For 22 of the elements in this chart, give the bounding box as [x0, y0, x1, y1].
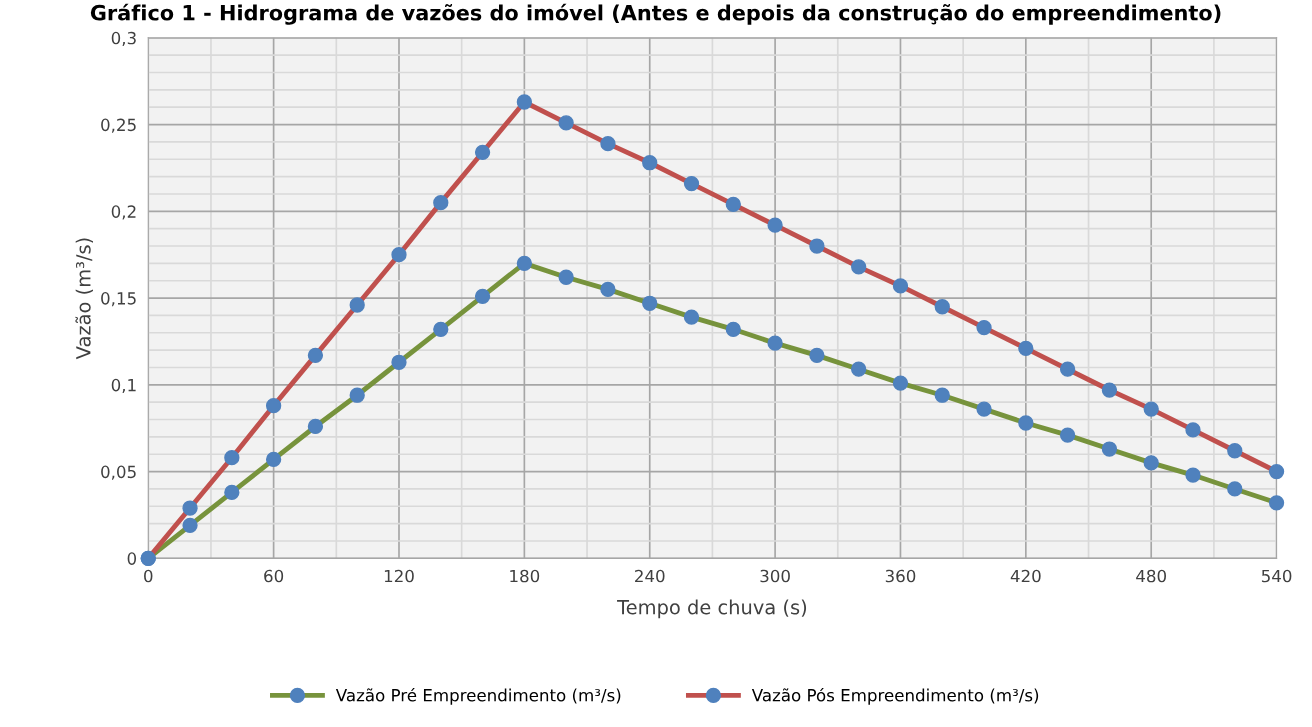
x-tick-label: 420: [1010, 569, 1041, 583]
x-tick-label: 480: [1136, 569, 1167, 583]
y-tick-label: 0,25: [101, 118, 136, 133]
x-tick-label: 360: [885, 569, 916, 583]
y-tick-label: 0,3: [111, 31, 136, 47]
x-tick-label: 180: [510, 569, 540, 583]
legend-label: Vazão Pré Empreendimento (m³/s): [335, 687, 621, 705]
y-axis-title: Vazão (m³/s): [75, 238, 93, 360]
y-tick-label: 0,2: [111, 205, 136, 220]
x-tick-label: 60: [264, 569, 284, 583]
y-tick-label: 0: [127, 552, 137, 565]
x-tick-label: 0: [144, 569, 153, 583]
x-axis-title: Tempo de chuva (s): [617, 599, 807, 619]
y-tick-label: 0,1: [111, 378, 136, 394]
x-tick-label: 300: [760, 569, 790, 583]
y-tick-label: 0,05: [101, 465, 136, 480]
x-tick-label: 240: [635, 569, 665, 583]
legend-label: Vazão Pós Empreendimento (m³/s): [751, 687, 1039, 705]
x-tick-label: 540: [1261, 569, 1292, 583]
chart-title: Gráfico 1 - Hidrograma de vazões do imóvel (Antes e depois da construção do empreendimento): [90, 3, 1221, 25]
x-tick-label: 120: [384, 569, 414, 583]
y-tick-label: 0,15: [101, 292, 136, 307]
